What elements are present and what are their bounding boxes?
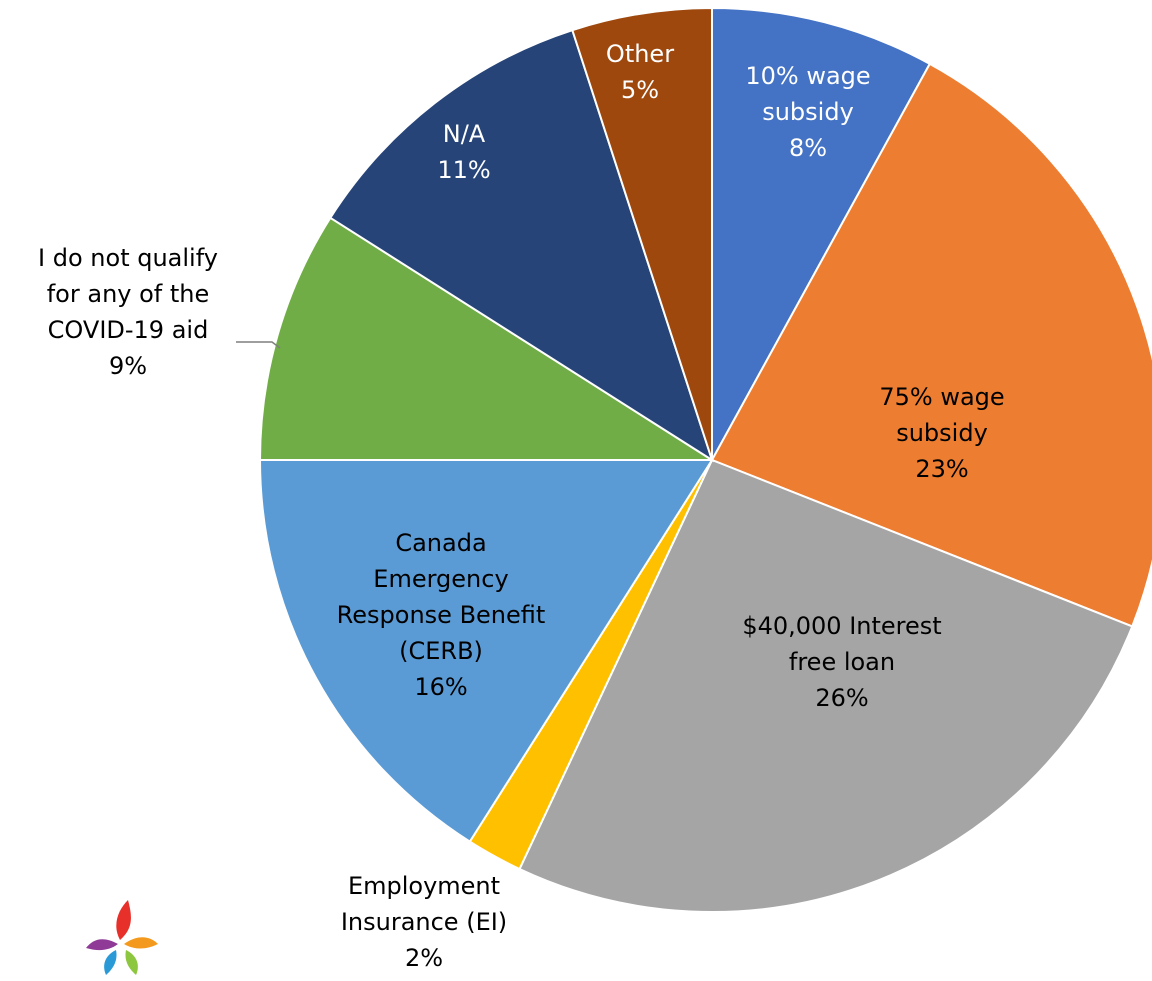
percent-label: 2% [404,944,444,972]
pie-slice [328,28,714,463]
percent-label: 23% [915,455,969,483]
percent-label: 16% [414,673,468,701]
slice-label: Canada Emergency Response Benefit (CERB)… [337,525,546,705]
logo [86,900,158,975]
pie-slice [571,6,713,461]
leader-line [236,341,281,349]
pie-slice [258,459,714,844]
pie-slice [710,62,1152,628]
percent-label: 8% [788,134,828,162]
slice-label: $40,000 Interest free loan 26% [742,608,941,716]
pie-slice [518,458,1134,913]
pie-slice [258,216,716,461]
category-label: I do not qualify for any of the COVID-19… [38,244,218,344]
percent-label: 26% [815,684,869,712]
category-label: N/A [442,120,486,148]
slice-label: Employment Insurance (EI) 2% [341,868,507,976]
category-label: $40,000 Interest free loan [742,612,942,676]
category-label: Canada Emergency Response Benefit (CERB) [336,529,546,665]
slice-label: 75% wage subsidy 23% [879,379,1004,487]
category-label: 10% wage subsidy [745,62,871,126]
percent-label: 9% [108,352,148,380]
category-label: Employment Insurance (EI) [340,872,508,936]
percent-label: 11% [437,156,491,184]
percent-label: 5% [620,76,660,104]
slice-label: Other 5% [606,36,674,108]
slice-label: I do not qualify for any of the COVID-19… [38,240,218,384]
category-label: Other [605,40,675,68]
slice-label: N/A 11% [437,116,490,188]
category-label: 75% wage subsidy [879,383,1005,447]
slice-label: 10% wage subsidy 8% [745,58,870,166]
pie-slice [711,6,932,461]
